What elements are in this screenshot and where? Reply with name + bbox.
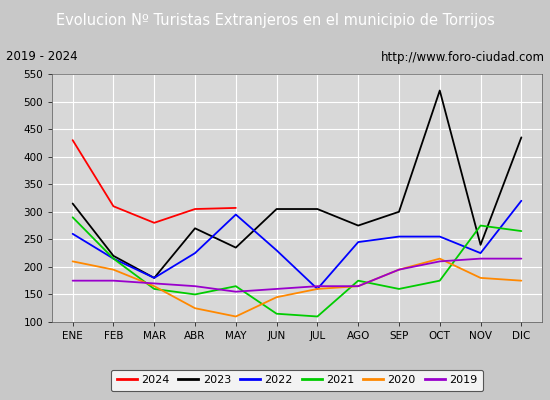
Text: http://www.foro-ciudad.com: http://www.foro-ciudad.com	[381, 50, 544, 64]
Legend: 2024, 2023, 2022, 2021, 2020, 2019: 2024, 2023, 2022, 2021, 2020, 2019	[111, 370, 483, 391]
Text: 2019 - 2024: 2019 - 2024	[6, 50, 77, 64]
Text: Evolucion Nº Turistas Extranjeros en el municipio de Torrijos: Evolucion Nº Turistas Extranjeros en el …	[56, 14, 494, 28]
